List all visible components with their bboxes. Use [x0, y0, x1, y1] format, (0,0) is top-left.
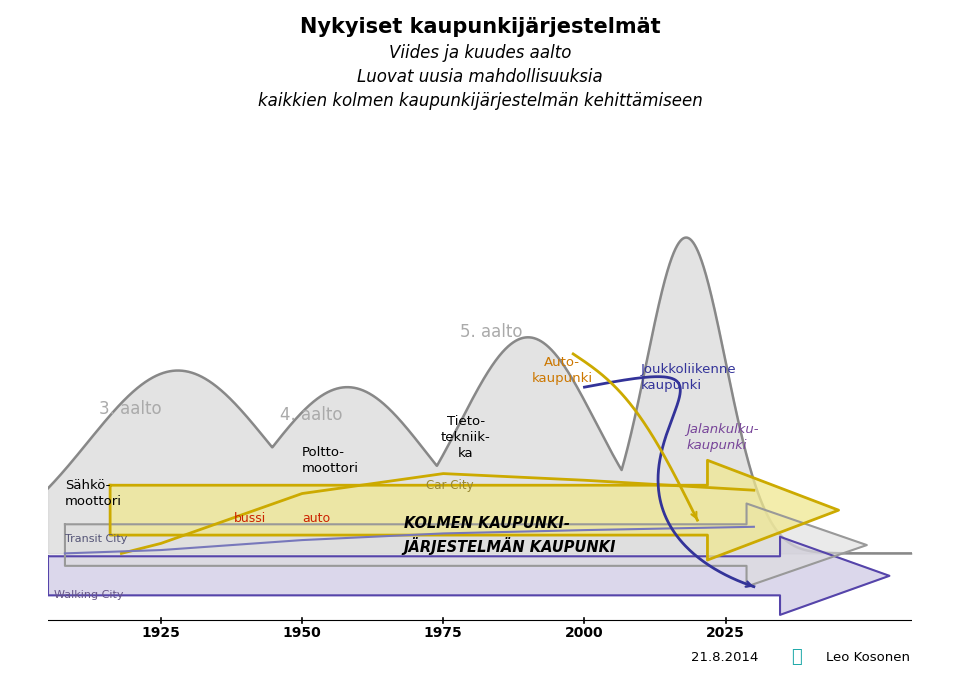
Text: kaikkien kolmen kaupunkijärjestelmän kehittämiseen: kaikkien kolmen kaupunkijärjestelmän keh…: [257, 92, 703, 110]
Text: 2000: 2000: [565, 626, 604, 640]
Text: Tieto-
tekniik-
ka: Tieto- tekniik- ka: [441, 415, 491, 460]
Text: Auto-
kaupunki: Auto- kaupunki: [531, 356, 592, 385]
Text: Car City: Car City: [426, 479, 474, 492]
Text: Walking City: Walking City: [54, 590, 123, 600]
Text: Joukkoliikenne
kaupunki: Joukkoliikenne kaupunki: [641, 363, 736, 392]
Polygon shape: [110, 460, 839, 560]
Text: 1950: 1950: [283, 626, 322, 640]
Text: ➿: ➿: [791, 648, 803, 666]
Text: Transit City: Transit City: [65, 534, 128, 543]
Text: Luovat uusia mahdollisuuksia: Luovat uusia mahdollisuuksia: [357, 68, 603, 86]
Text: bussi: bussi: [234, 512, 267, 525]
Text: 21.8.2014: 21.8.2014: [691, 651, 758, 664]
Text: Poltto-
moottori: Poltto- moottori: [302, 446, 359, 475]
Text: KOLMEN KAUPUNKI-
JÄRJESTELMÄN KAUPUNKI: KOLMEN KAUPUNKI- JÄRJESTELMÄN KAUPUNKI: [404, 516, 616, 554]
Text: Sähkö-
moottori: Sähkö- moottori: [65, 479, 122, 508]
Text: Nykyiset kaupunkijärjestelmät: Nykyiset kaupunkijärjestelmät: [300, 17, 660, 37]
Text: Leo Kosonen: Leo Kosonen: [826, 651, 910, 664]
Text: Viides ja kuudes aalto: Viides ja kuudes aalto: [389, 44, 571, 62]
Polygon shape: [48, 537, 889, 615]
Text: 1975: 1975: [424, 626, 463, 640]
Polygon shape: [65, 503, 867, 586]
Text: 5. aalto: 5. aalto: [460, 323, 523, 341]
Text: 3. aalto: 3. aalto: [99, 400, 161, 417]
Text: 4. aalto: 4. aalto: [279, 407, 342, 424]
Text: auto: auto: [302, 512, 330, 525]
Text: 2025: 2025: [707, 626, 745, 640]
Text: 1925: 1925: [141, 626, 180, 640]
Text: Jalankulku-
kaupunki: Jalankulku- kaupunki: [686, 422, 758, 452]
